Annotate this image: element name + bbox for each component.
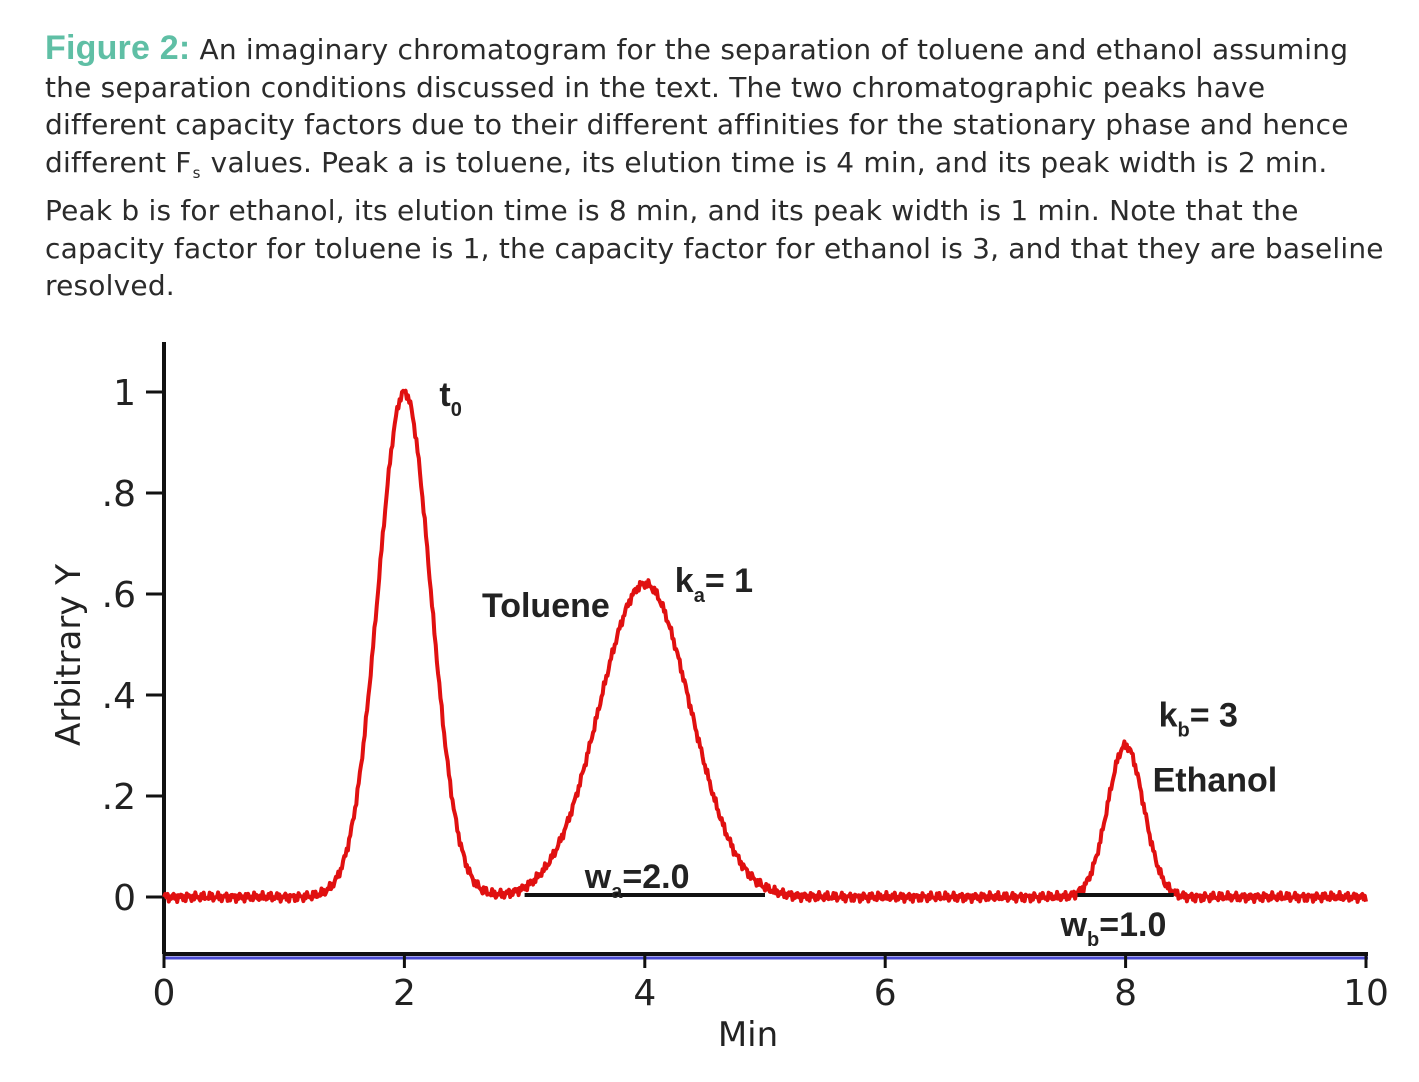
y-tick-label: .6 — [102, 575, 136, 616]
annotations-group: t0 ka= 1 Toluene kb= 3 Ethanol wa=2.0 wb=1.0 — [439, 376, 1277, 951]
y-tick-label: .8 — [102, 474, 136, 515]
x-tick-label: 2 — [393, 973, 416, 1014]
toluene-label: Toluene — [482, 587, 610, 625]
caption-text-1: An imaginary chromatogram for the separa… — [45, 33, 1349, 179]
x-tick-label: 4 — [633, 973, 656, 1014]
x-tick-label: 10 — [1343, 973, 1389, 1014]
x-axis-title: Min — [718, 1015, 778, 1055]
kb-label: kb= 3 — [1159, 697, 1238, 742]
caption-subscript: s — [192, 163, 201, 182]
t0-label: t0 — [439, 376, 461, 421]
axes-group: 0.2.4.6.810 2 4 6 8 10 — [102, 342, 1389, 1014]
y-axis-title: Arbitrary Y — [49, 564, 89, 746]
x-tick-label: 6 — [874, 973, 897, 1014]
y-tick-label: 0 — [113, 878, 136, 919]
ethanol-label: Ethanol — [1153, 762, 1278, 800]
wb-label: wb=1.0 — [1060, 906, 1167, 951]
caption-text-2: values. Peak a is toluene, its elution t… — [45, 145, 1384, 303]
wa-label: wa=2.0 — [584, 858, 690, 903]
y-tick-label: .2 — [102, 777, 136, 818]
x-tick-label: 8 — [1114, 973, 1137, 1014]
y-tick-label: .4 — [102, 676, 136, 717]
figure-caption: Figure 2: An imaginary chromatogram for … — [45, 29, 1385, 305]
figure-label: Figure 2: — [45, 29, 191, 67]
ka-label: ka= 1 — [675, 562, 753, 607]
x-tick-label: 0 — [153, 973, 176, 1014]
chromatogram-line — [162, 388, 1368, 904]
y-tick-label: 1 — [113, 373, 136, 414]
